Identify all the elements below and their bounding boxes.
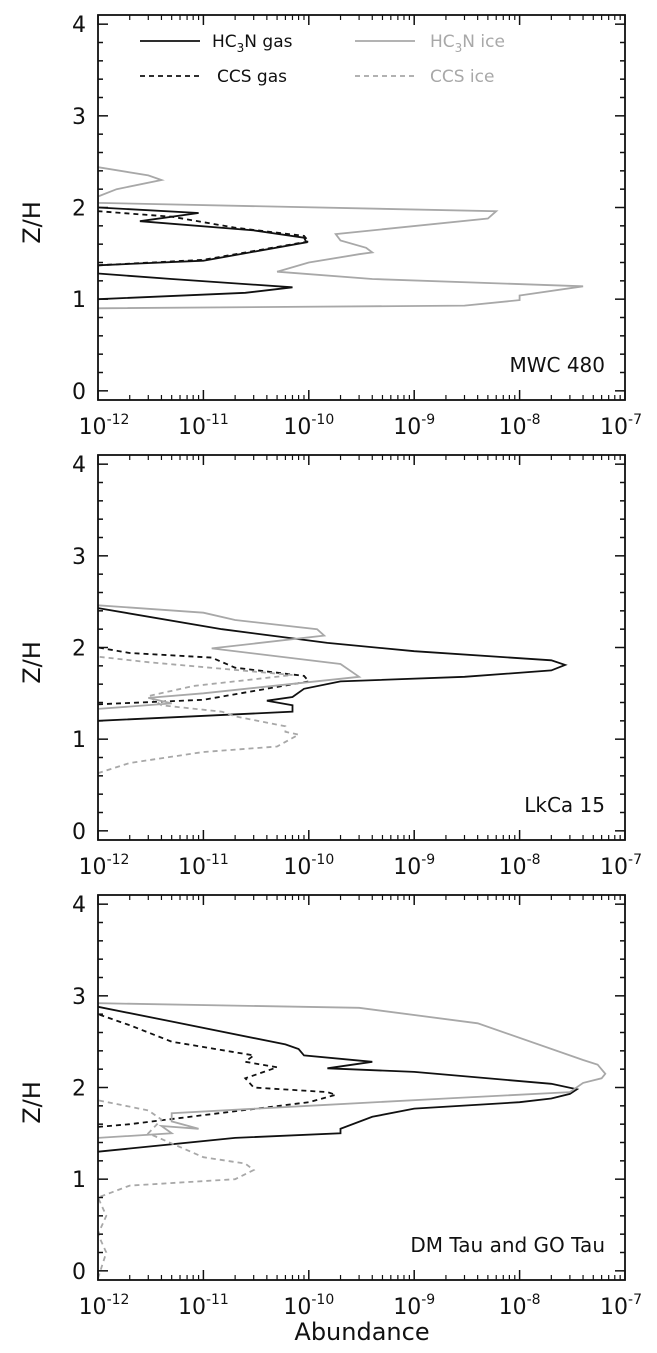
series-line-ccs-gas	[98, 1013, 339, 1128]
y-tick-label: 1	[72, 1168, 86, 1193]
x-tick-label: 10-9	[393, 852, 435, 880]
y-tick-label: 4	[72, 893, 86, 918]
x-tick-label: 10-12	[79, 852, 130, 880]
legend-label-hc3n-ice: HC3N ice	[430, 32, 505, 55]
y-tick-label: 1	[72, 288, 86, 313]
series-line-hc3n-gas	[98, 607, 568, 722]
y-tick-label: 1	[72, 728, 86, 753]
y-tick-label: 0	[72, 820, 86, 845]
chart-panel-1: 0 1 2 3 4 10-12 10-11 10-10 10-9 10-8 10-7 Z/H MWC 4…	[18, 13, 642, 440]
plot-frame	[97, 454, 626, 841]
series-line-hc3n-ice	[98, 166, 584, 310]
x-tick-label: 10-11	[178, 852, 229, 880]
x-tick-label: 10-8	[499, 852, 541, 880]
series-line-hc3n-gas	[98, 1005, 580, 1153]
x-tick-label: 10-11	[178, 1292, 229, 1320]
y-tick-label: 3	[72, 105, 86, 130]
panel-label: DM Tau and GO Tau	[410, 1233, 605, 1257]
series-line-hc3n-gas	[98, 206, 308, 301]
legend-label-ccs-gas: CCS gas	[217, 67, 287, 87]
x-tick-label: 10-10	[283, 1292, 334, 1320]
x-tick-label: 10-7	[600, 852, 642, 880]
y-tick-label: 4	[72, 13, 86, 38]
panel-label: MWC 480	[509, 353, 605, 377]
x-tick-label: 10-8	[499, 1292, 541, 1320]
y-axis-label: Z/H	[18, 201, 46, 244]
legend-label-hc3n-gas: HC3N gas	[212, 32, 293, 55]
series-line-hc3n-ice	[98, 1002, 607, 1139]
series-line-ccs-gas	[98, 646, 311, 706]
chart-panel-3: 0 1 2 3 4 10-12 10-11 10-10 10-9 10-8 10-7 Z/H DM Ta…	[18, 893, 642, 1320]
y-tick-label: 3	[72, 545, 86, 570]
y-tick-label: 2	[72, 1077, 86, 1102]
series-line-hc3n-ice	[98, 604, 362, 710]
x-tick-label: 10-7	[600, 1292, 642, 1320]
panel-label: LkCa 15	[524, 793, 605, 817]
x-tick-label: 10-11	[178, 412, 229, 440]
x-axis-label: Abundance	[294, 1318, 429, 1346]
series-line-ccs-ice	[98, 1099, 256, 1279]
y-axis-label: Z/H	[18, 1081, 46, 1124]
x-tick-label: 10-7	[600, 412, 642, 440]
y-tick-label: 4	[72, 453, 86, 478]
x-tick-label: 10-9	[393, 412, 435, 440]
y-tick-label: 0	[72, 1260, 86, 1285]
y-tick-label: 3	[72, 985, 86, 1010]
x-tick-label: 10-10	[283, 852, 334, 880]
y-tick-label: 2	[72, 637, 86, 662]
series-line-ccs-gas	[98, 210, 311, 267]
legend-label-ccs-ice: CCS ice	[430, 67, 494, 87]
chart-panel-2: 0 1 2 3 4 10-12 10-11 10-10 10-9 10-8 10-7 Z/H LkCa …	[18, 453, 642, 880]
x-tick-label: 10-9	[393, 1292, 435, 1320]
legend: HC3N gas CCS gas HC3N ice CCS ice	[140, 32, 505, 87]
y-tick-label: 2	[72, 197, 86, 222]
plot-frame	[97, 894, 626, 1281]
x-tick-label: 10-8	[499, 412, 541, 440]
y-axis-label: Z/H	[18, 641, 46, 684]
x-tick-label: 10-12	[79, 1292, 130, 1320]
x-tick-label: 10-12	[79, 412, 130, 440]
y-tick-label: 0	[72, 380, 86, 405]
series-line-ccs-ice	[98, 655, 302, 774]
x-tick-label: 10-10	[283, 412, 334, 440]
